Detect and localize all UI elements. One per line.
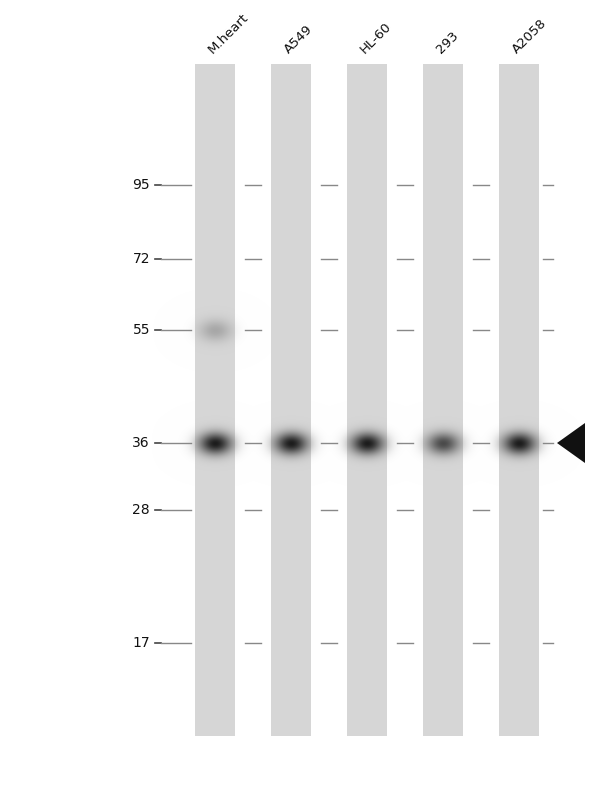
- Text: 72: 72: [133, 252, 150, 266]
- Text: M.heart: M.heart: [206, 10, 251, 56]
- Text: A2058: A2058: [510, 17, 550, 56]
- Text: 17: 17: [132, 636, 150, 650]
- Text: A549: A549: [282, 22, 315, 56]
- Text: 36: 36: [132, 436, 150, 450]
- Text: HL-60: HL-60: [358, 20, 394, 56]
- Text: 293: 293: [434, 29, 461, 56]
- Text: 55: 55: [133, 323, 150, 337]
- Polygon shape: [557, 423, 585, 463]
- Text: 28: 28: [132, 503, 150, 517]
- Text: 95: 95: [132, 178, 150, 192]
